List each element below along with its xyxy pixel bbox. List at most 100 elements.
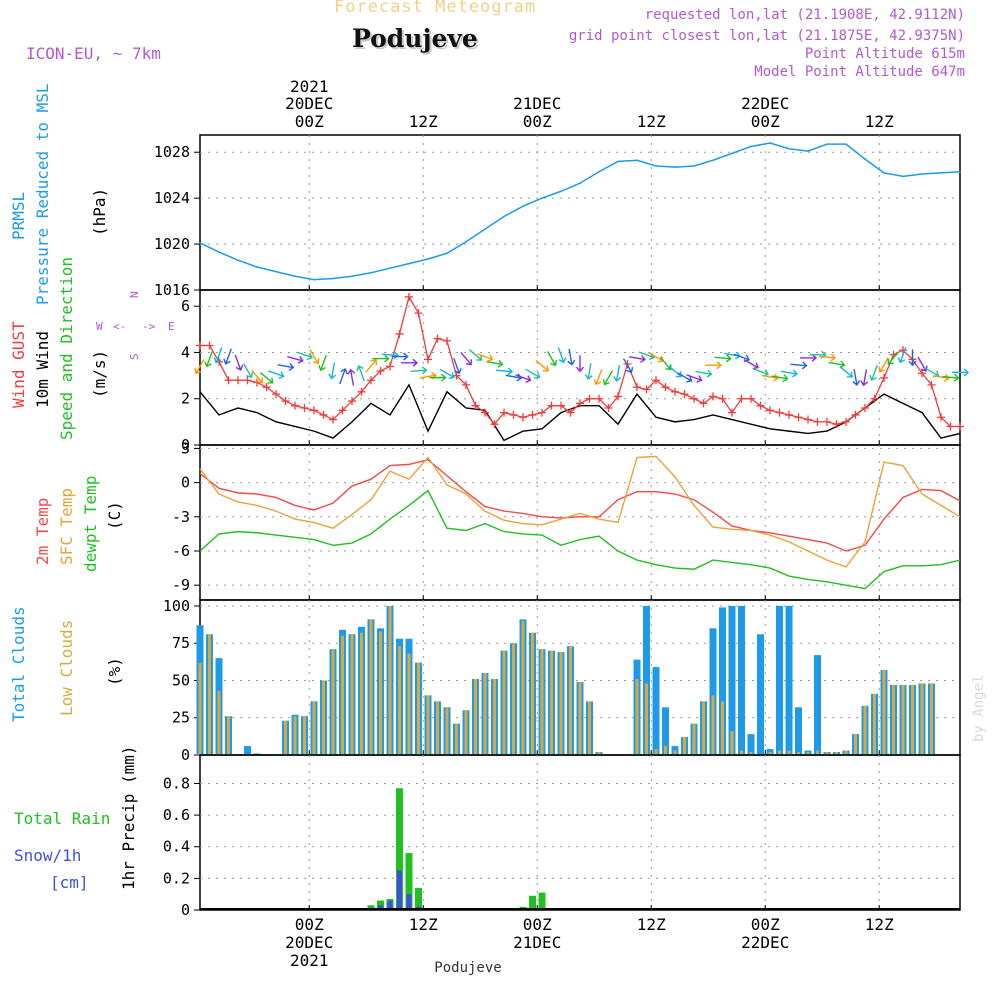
wind-direction-arrow bbox=[410, 366, 428, 375]
low-cloud-bar bbox=[635, 678, 639, 755]
pressure-point bbox=[617, 160, 619, 163]
wind-arrow-shape bbox=[204, 351, 213, 368]
pressure-point bbox=[332, 277, 334, 280]
low-cloud-bar bbox=[892, 684, 895, 755]
compass-arrow-right: -> bbox=[142, 320, 156, 333]
wind-gust-marker bbox=[794, 413, 803, 422]
wind-gust-marker bbox=[585, 394, 594, 403]
wind-direction-arrow bbox=[780, 369, 798, 378]
top-time-tick-label: 00Z bbox=[523, 112, 552, 131]
low-cloud-bar bbox=[531, 632, 534, 755]
wind-direction-arrow bbox=[714, 354, 732, 363]
precip-label-snow-unit: [cm] bbox=[50, 873, 89, 892]
low-cloud-bar bbox=[379, 631, 382, 755]
wind-gust-marker bbox=[680, 390, 689, 399]
temperature-ytick-label: -9 bbox=[172, 576, 190, 594]
low-cloud-bar bbox=[920, 683, 924, 755]
pressure-point bbox=[693, 165, 695, 167]
wind-gust-marker bbox=[595, 394, 603, 403]
pressure-point bbox=[769, 142, 771, 144]
wind-direction-arrow bbox=[223, 348, 232, 365]
wind-direction-arrow bbox=[372, 354, 390, 363]
bottom-date-label: 20DEC bbox=[285, 933, 333, 952]
total-cloud-bar bbox=[738, 605, 745, 755]
total-cloud-bar bbox=[662, 707, 669, 755]
pressure-point bbox=[655, 165, 657, 167]
low-cloud-bar bbox=[398, 646, 401, 755]
total-cloud-bar bbox=[652, 667, 660, 755]
wind-direction-arrow bbox=[932, 373, 950, 382]
wind-arrow-shape bbox=[593, 369, 603, 386]
wind-label-gust: Wind GUST bbox=[9, 321, 28, 408]
wind-direction-arrow bbox=[648, 352, 664, 363]
low-cloud-bar bbox=[930, 683, 933, 755]
wind-direction-arrow bbox=[194, 359, 205, 375]
wind-arrow-shape bbox=[486, 359, 504, 368]
low-cloud-bar bbox=[825, 752, 829, 755]
pressure-point bbox=[864, 158, 866, 160]
clouds-ytick-label: 100 bbox=[163, 597, 190, 615]
snow-bar bbox=[397, 870, 402, 910]
precip-label-snow: Snow/1h bbox=[14, 846, 81, 865]
rain-bar bbox=[529, 895, 536, 910]
wind-direction-arrow bbox=[468, 349, 483, 361]
wind-arrow-shape bbox=[535, 359, 549, 372]
low-cloud-bar bbox=[227, 716, 230, 755]
wind-direction-arrow bbox=[839, 365, 853, 378]
wind-gust-marker bbox=[728, 408, 736, 417]
low-cloud-bar bbox=[835, 752, 838, 755]
wind-arrow-shape bbox=[917, 356, 928, 372]
wind-gust-marker bbox=[338, 406, 347, 415]
wind-arrow-shape bbox=[908, 349, 917, 367]
low-cloud-bar bbox=[331, 649, 335, 755]
precip-frame bbox=[199, 754, 961, 911]
wind-gust-marker bbox=[813, 417, 822, 426]
temperature-panel: 30-3-6-92m Temp SFC Temp dewpt Temp (C) bbox=[33, 439, 961, 601]
wind-arrow-shape bbox=[584, 363, 593, 381]
wind-gust-marker bbox=[481, 408, 489, 417]
wind-arrow-shape bbox=[546, 351, 558, 367]
wind-direction-arrow bbox=[505, 373, 523, 382]
wind-gust-marker bbox=[661, 383, 670, 392]
wind-gust-marker bbox=[927, 380, 936, 389]
wind-gust-marker bbox=[319, 410, 328, 419]
clouds-label-unit: (%) bbox=[105, 657, 124, 686]
low-cloud-bar bbox=[293, 716, 297, 755]
low-cloud-bar bbox=[569, 646, 572, 755]
wind-direction-arrow bbox=[259, 372, 274, 384]
low-cloud-bar bbox=[816, 750, 819, 755]
wind-gust-marker bbox=[433, 334, 442, 343]
total-cloud-bar bbox=[776, 605, 783, 755]
pressure-point bbox=[883, 172, 885, 174]
low-cloud-bar bbox=[749, 752, 753, 755]
pressure-point bbox=[902, 175, 904, 178]
wind-direction-arrow bbox=[800, 353, 818, 362]
wind-direction-arrow bbox=[391, 352, 409, 361]
wind-arrow-shape bbox=[381, 351, 400, 360]
temperature-ytick-label: -6 bbox=[172, 542, 190, 560]
temperature-ytick-label: 0 bbox=[181, 474, 190, 492]
wind-direction-arrow bbox=[486, 359, 504, 368]
rain-bar bbox=[396, 788, 403, 910]
wind-arrow-shape bbox=[365, 359, 377, 373]
wind-gust-marker bbox=[386, 362, 394, 371]
wind-arrow-shape bbox=[468, 349, 483, 361]
wind-gust-marker bbox=[737, 394, 746, 403]
wind-arrow-shape bbox=[628, 354, 646, 363]
wind-gust-marker bbox=[462, 380, 470, 389]
wind-arrow-shape bbox=[309, 349, 320, 365]
top-date-label: 22DEC bbox=[741, 94, 789, 113]
pressure-point bbox=[294, 275, 296, 278]
wind-direction-arrow bbox=[917, 356, 928, 372]
wind-direction-arrow bbox=[897, 347, 907, 364]
wind-arrow-shape bbox=[234, 354, 244, 371]
low-cloud-bar bbox=[502, 650, 506, 755]
wind-gust-marker bbox=[443, 336, 451, 345]
low-cloud-bar bbox=[854, 734, 857, 755]
wind-gust-marker bbox=[633, 383, 641, 392]
wind-direction-arrow bbox=[339, 368, 348, 385]
wind-gust-marker bbox=[490, 420, 499, 429]
wind-arrow-shape bbox=[194, 359, 205, 375]
low-cloud-bar bbox=[208, 634, 211, 755]
top-time-tick-label: 12Z bbox=[865, 112, 894, 131]
